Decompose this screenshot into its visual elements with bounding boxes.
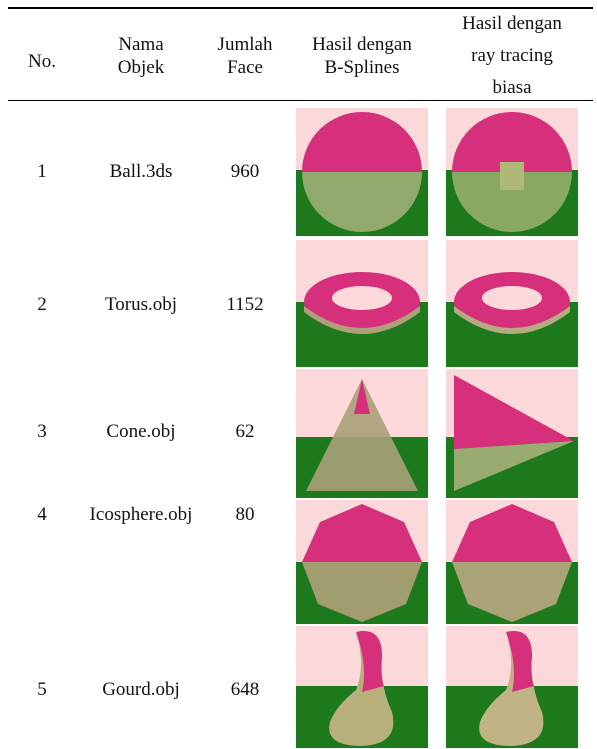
table-cell: 3	[37, 421, 47, 442]
header-cell: Objek	[117, 57, 165, 78]
top-rule	[8, 7, 593, 9]
header-cell: biasa	[492, 77, 532, 98]
table-cell: 648	[230, 679, 260, 700]
header-cell: Face	[227, 57, 263, 78]
render-image	[446, 108, 578, 236]
table-cell: 5	[37, 679, 47, 700]
render-image	[446, 369, 578, 498]
render-image	[296, 626, 428, 748]
table-cell: 4	[37, 504, 47, 525]
header-cell: B-Splines	[324, 57, 400, 78]
render-image	[296, 240, 428, 367]
header-cell: Nama	[118, 34, 164, 55]
render-image	[296, 369, 428, 498]
render-image	[296, 108, 428, 236]
render-image	[446, 500, 578, 624]
header-cell: No.	[28, 51, 56, 72]
render-image	[296, 500, 428, 624]
table-cell: Torus.obj	[104, 294, 178, 315]
table-cell: Cone.obj	[106, 421, 176, 442]
header-cell: Hasil dengan	[312, 34, 412, 55]
table-cell: 62	[235, 421, 255, 442]
table-cell: Ball.3ds	[109, 161, 173, 182]
render-image	[446, 626, 578, 748]
table-cell: 1152	[226, 294, 264, 315]
table-cell: Icosphere.obj	[89, 504, 193, 525]
render-image	[446, 240, 578, 367]
table-cell: 960	[230, 161, 260, 182]
header-rule	[8, 100, 593, 101]
header-cell: Jumlah	[217, 34, 273, 55]
table-cell: 1	[37, 161, 47, 182]
table-cell: 2	[37, 294, 47, 315]
table-cell: Gourd.obj	[102, 679, 180, 700]
header-cell: Hasil dengan	[462, 13, 562, 34]
table-cell: 80	[235, 504, 255, 525]
header-cell: ray tracing	[471, 45, 553, 66]
